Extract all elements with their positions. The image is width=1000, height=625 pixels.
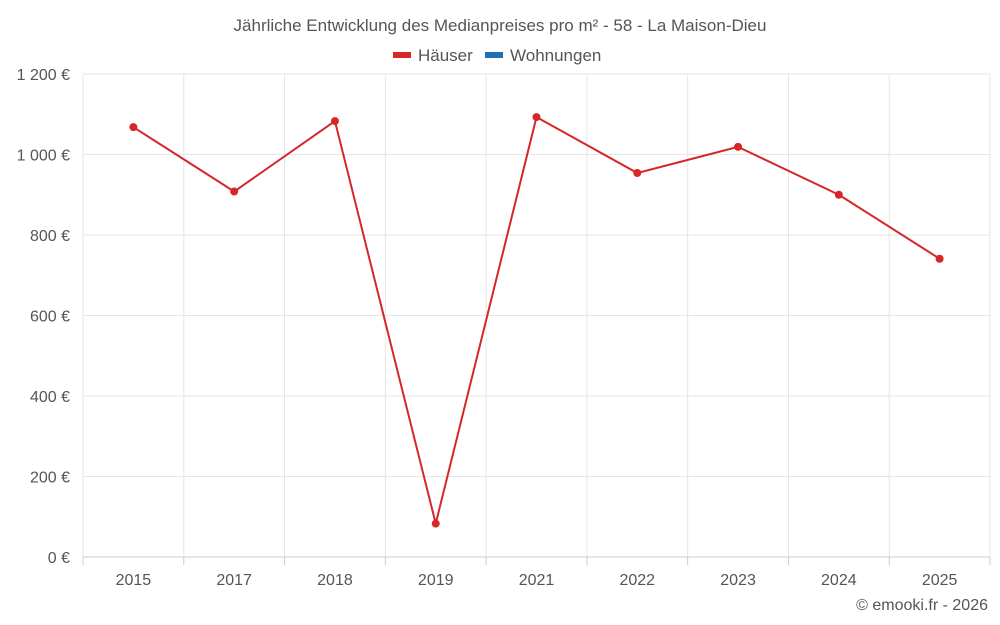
y-tick-label: 400 €	[30, 389, 70, 406]
data-point[interactable]	[633, 169, 642, 178]
data-point[interactable]	[935, 254, 944, 263]
data-point[interactable]	[834, 190, 843, 199]
y-axis-ticks: 0 € 200 € 400 € 600 € 800 € 1 000 € 1 200 €	[17, 67, 70, 567]
data-point[interactable]	[532, 113, 541, 122]
chart-title: Jährliche Entwicklung des Medianpreises …	[234, 16, 767, 35]
y-tick-label: 0 €	[48, 550, 70, 567]
series	[129, 113, 944, 528]
x-tick-label: 2023	[720, 572, 756, 589]
footer-credit: © emooki.fr - 2026	[856, 597, 988, 614]
x-axis-ticks: 2015 2017 2018 2019 2021 2022 2023 2024 2025	[116, 572, 958, 589]
legend-swatch-wohnungen	[485, 52, 503, 58]
legend: Häuser Wohnungen	[393, 46, 601, 65]
legend-label-haeuser: Häuser	[418, 46, 473, 65]
legend-label-wohnungen: Wohnungen	[510, 46, 601, 65]
y-tick-label: 1 000 €	[17, 148, 70, 165]
data-point[interactable]	[230, 187, 239, 196]
legend-item-haeuser[interactable]: Häuser	[393, 46, 473, 65]
y-tick-label: 600 €	[30, 309, 70, 326]
legend-item-wohnungen[interactable]: Wohnungen	[485, 46, 601, 65]
data-point[interactable]	[734, 142, 743, 151]
x-tick-label: 2025	[922, 572, 958, 589]
data-point[interactable]	[330, 117, 339, 126]
x-tick-label: 2024	[821, 572, 857, 589]
y-tick-label: 200 €	[30, 470, 70, 487]
x-tick-label: 2021	[519, 572, 555, 589]
x-tick-label: 2015	[116, 572, 152, 589]
series-line-haeuser	[132, 116, 941, 525]
x-tick-label: 2022	[619, 572, 655, 589]
y-tick-label: 1 200 €	[17, 67, 70, 84]
legend-swatch-haeuser	[393, 52, 411, 58]
gridlines	[82, 73, 991, 557]
data-point[interactable]	[431, 519, 440, 528]
y-tick-label: 800 €	[30, 228, 70, 245]
axes	[82, 556, 991, 565]
x-tick-label: 2019	[418, 572, 454, 589]
x-tick-label: 2018	[317, 572, 353, 589]
x-tick-label: 2017	[216, 572, 252, 589]
data-point[interactable]	[129, 123, 138, 132]
